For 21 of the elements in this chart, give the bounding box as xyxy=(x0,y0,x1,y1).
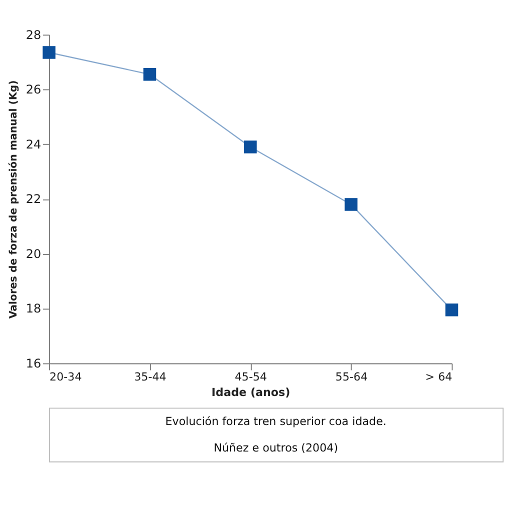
y-tick-label: 24 xyxy=(26,137,42,152)
x-axis-title: Idade (anos) xyxy=(212,386,290,400)
y-tick-label: 20 xyxy=(26,246,42,261)
y-tick-label: 18 xyxy=(26,302,42,316)
point xyxy=(445,304,458,316)
y-axis-title: Valores de forza de prensión manual (Kg) xyxy=(8,80,20,319)
y-tick-label: 16 xyxy=(26,356,42,370)
point xyxy=(344,198,358,211)
x-tick-label: 55-64 xyxy=(335,370,368,384)
point xyxy=(42,46,56,59)
text: Evolución forza tren superior coa idade. xyxy=(165,414,386,428)
x-tick-label: 45-54 xyxy=(234,370,267,384)
point xyxy=(143,68,156,81)
x-tick-label: 20-34 xyxy=(50,370,82,384)
point xyxy=(244,140,257,154)
text: Núñez e outros (2004) xyxy=(214,442,338,455)
x-tick-label: > 64 xyxy=(425,370,452,384)
x-tick-label: 35-44 xyxy=(134,370,166,384)
y-tick-label: 22 xyxy=(26,192,42,206)
y-tick-label: 26 xyxy=(26,82,42,97)
y-tick-label: 28 xyxy=(26,28,42,42)
